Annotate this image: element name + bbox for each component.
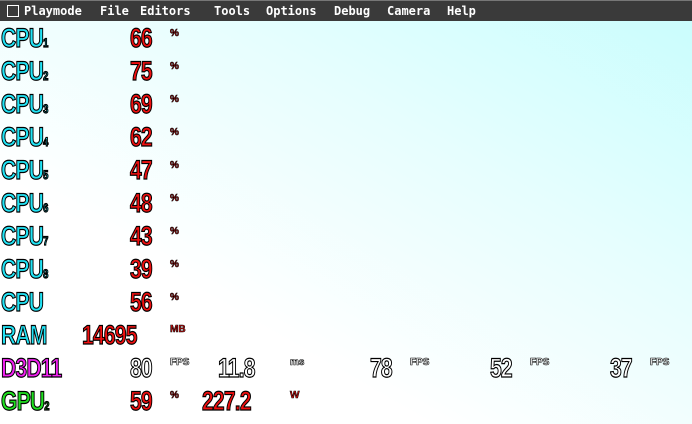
cpu-label: CPU3	[1, 89, 49, 123]
cpu-label: CPU7	[1, 221, 49, 255]
cpu-load-value: 69	[130, 89, 154, 119]
cpu-load-unit: %	[170, 28, 180, 40]
frametime-value: 11.8	[218, 353, 256, 383]
gpu-power-unit: W	[290, 390, 300, 402]
fps-unit-2: FPS	[410, 357, 430, 369]
gpu-label: GPU2	[1, 386, 50, 420]
cpu-label-text: CPU	[1, 254, 45, 284]
cpu-label-text: CPU	[1, 89, 45, 119]
cpu-label: CPU6	[1, 188, 49, 222]
cpu-index: 3	[43, 101, 49, 116]
cpu-load-unit: %	[170, 259, 180, 271]
cpu-label: CPU5	[1, 155, 49, 189]
menu-tools[interactable]: Tools	[214, 4, 251, 18]
gpu-load-unit: %	[170, 390, 180, 402]
gpu-power-value: 227.2	[202, 386, 253, 416]
cpu-load-unit: %	[170, 292, 180, 304]
cpu-label: CPU2	[1, 56, 49, 90]
ram-value: 14695	[82, 320, 138, 350]
cpu-load-unit: %	[170, 94, 180, 106]
menu-help[interactable]: Help	[447, 4, 476, 18]
ram-label: RAM	[1, 320, 48, 350]
fps-value-2: 78	[370, 353, 394, 383]
fps-unit-3: FPS	[530, 357, 550, 369]
cpu-index: 8	[43, 266, 49, 281]
fps-unit-4: FPS	[650, 357, 670, 369]
cpu-load-unit: %	[170, 226, 180, 238]
cpu-load-value: 48	[130, 188, 154, 218]
cpu-index: 2	[43, 68, 49, 83]
menu-editors[interactable]: Editors	[140, 4, 191, 18]
menu-debug[interactable]: Debug	[334, 4, 371, 18]
fps-value-3: 52	[490, 353, 514, 383]
cpu-load-unit: %	[170, 160, 180, 172]
cpu-load-value: 66	[130, 23, 154, 53]
menu-bar: Playmode File Editors Tools Options Debu…	[0, 0, 692, 21]
cpu-load-value: 75	[130, 56, 154, 86]
cpu-load-value: 47	[130, 155, 154, 185]
menu-playmode[interactable]: Playmode	[24, 4, 82, 18]
cpu-label: CPU1	[1, 23, 49, 57]
fps-value: 80	[130, 353, 154, 383]
menu-file[interactable]: File	[100, 4, 129, 18]
cpu-label-text: CPU	[1, 221, 45, 251]
frametime-unit: ms	[290, 357, 305, 369]
cpu-label: CPU8	[1, 254, 49, 288]
gpu-index: 2	[44, 398, 50, 413]
cpu-label-text: CPU	[1, 155, 45, 185]
cpu-label-text: CPU	[1, 56, 45, 86]
cpu-index: 6	[43, 200, 49, 215]
fps-value-4: 37	[610, 353, 634, 383]
cpu-label: CPU	[1, 287, 45, 321]
app-logo-icon	[7, 5, 19, 17]
cpu-load-unit: %	[170, 61, 180, 73]
cpu-index: 7	[43, 233, 49, 248]
cpu-load-unit: %	[170, 193, 180, 205]
cpu-index: 5	[43, 167, 49, 182]
cpu-load-value: 56	[130, 287, 154, 317]
cpu-label: CPU4	[1, 122, 49, 156]
ram-unit: MB	[170, 324, 186, 336]
cpu-label-text: CPU	[1, 122, 45, 152]
gpu-label-text: GPU	[1, 386, 46, 416]
cpu-load-value: 43	[130, 221, 154, 251]
cpu-load-unit: %	[170, 127, 180, 139]
gpu-load-value: 59	[130, 386, 154, 416]
cpu-label-text: CPU	[1, 188, 45, 218]
cpu-index: 1	[43, 35, 49, 50]
cpu-load-value: 39	[130, 254, 154, 284]
d3d-label: D3D11	[1, 353, 63, 383]
fps-unit: FPS	[170, 357, 190, 369]
cpu-load-value: 62	[130, 122, 154, 152]
cpu-index: 4	[43, 134, 49, 149]
menu-options[interactable]: Options	[266, 4, 317, 18]
cpu-label-text: CPU	[1, 23, 45, 53]
menu-camera[interactable]: Camera	[387, 4, 431, 18]
cpu-label-text: CPU	[1, 287, 45, 317]
